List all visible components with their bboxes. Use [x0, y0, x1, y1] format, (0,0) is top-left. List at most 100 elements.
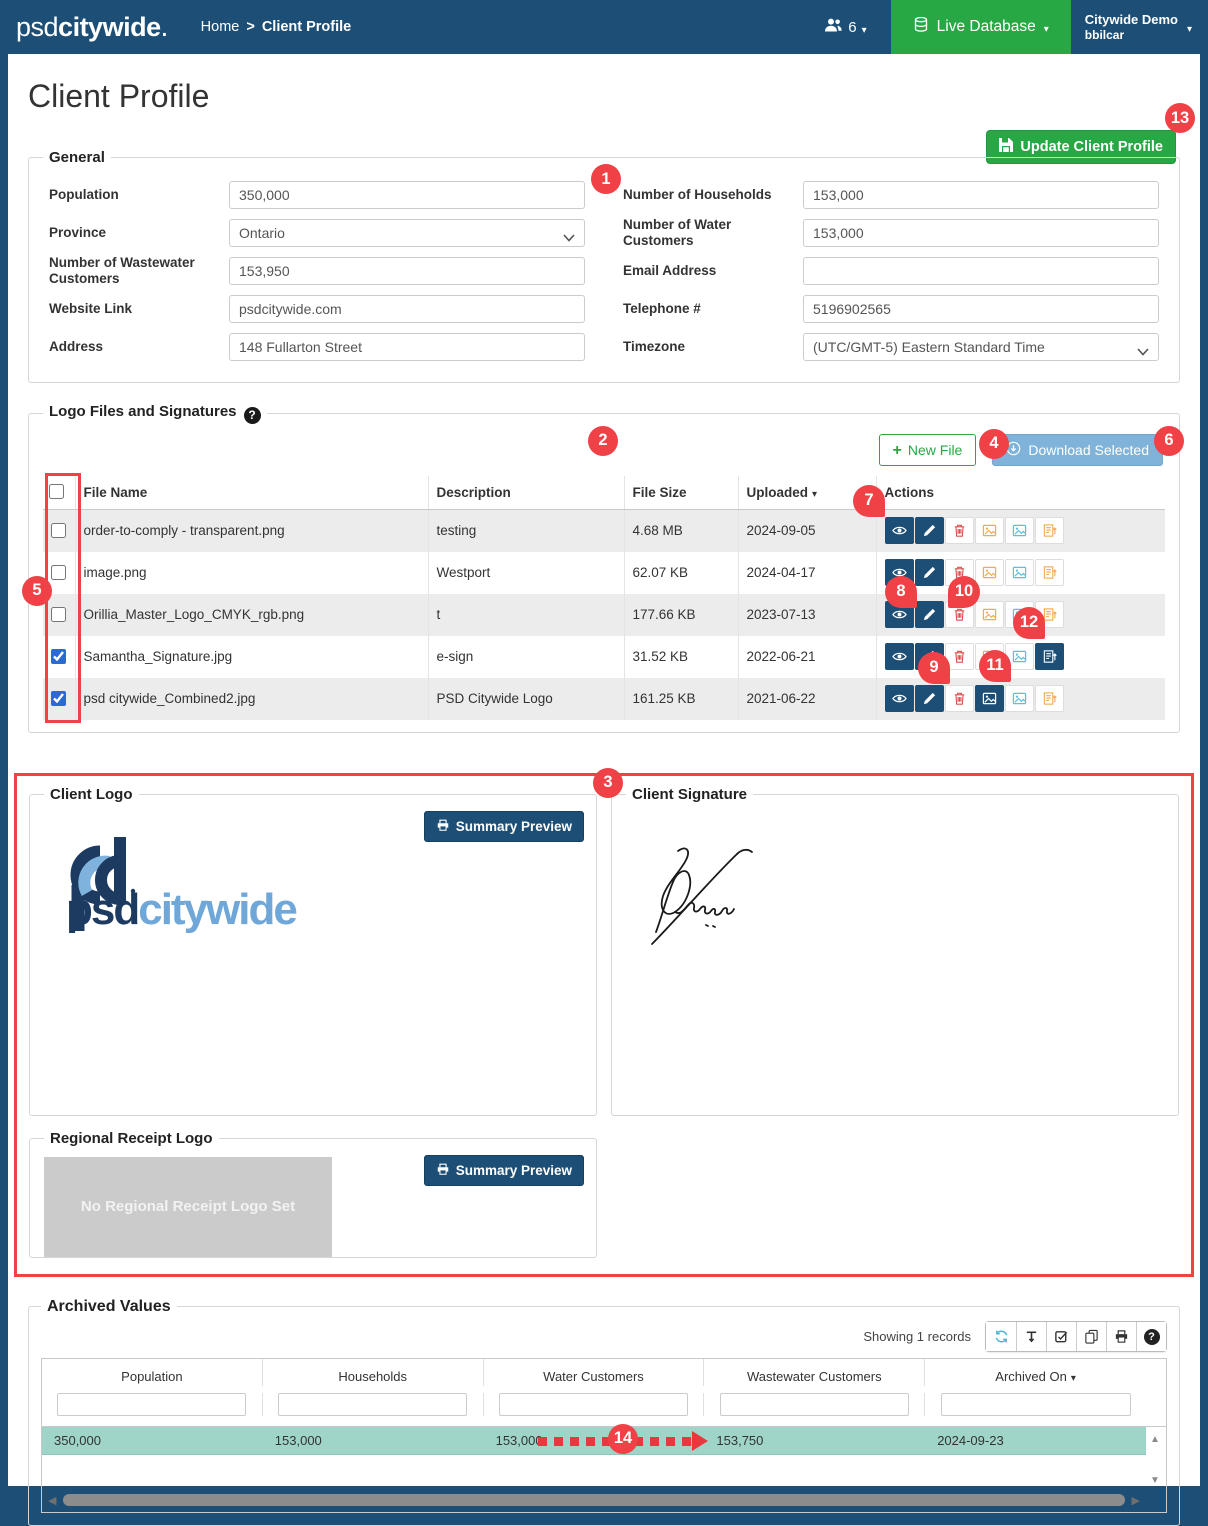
- set-client-logo-button[interactable]: [974, 685, 1004, 712]
- archived-header-water[interactable]: Water Customers: [484, 1358, 705, 1386]
- scrollbar-thumb[interactable]: [63, 1494, 1125, 1506]
- archived-header-archived-on[interactable]: Archived On: [925, 1359, 1146, 1386]
- archived-table: Population Households Water Customers Wa…: [41, 1357, 1167, 1513]
- records-count-label: Showing 1 records: [863, 1329, 971, 1344]
- row-checkbox[interactable]: [51, 606, 67, 622]
- row-checkbox[interactable]: [51, 564, 67, 580]
- edit-button[interactable]: [914, 517, 944, 545]
- description-cell: testing: [428, 509, 625, 552]
- file-name-cell: image.png: [75, 551, 429, 594]
- wastewater-customers-input[interactable]: [229, 257, 585, 285]
- edit-button[interactable]: [914, 559, 944, 586]
- description-cell: PSD Citywide Logo: [428, 677, 625, 720]
- set-client-signature-button[interactable]: [1034, 559, 1064, 586]
- archived-data-row[interactable]: 350,000 153,000 153,000 153,750 2024-09-…: [42, 1423, 1146, 1455]
- select-all-checkbox[interactable]: [49, 484, 64, 500]
- email-input[interactable]: [803, 257, 1159, 285]
- wastewater-customers-label: Number of Wastewater Customers: [49, 255, 195, 286]
- grid-help-button[interactable]: [1136, 1322, 1166, 1351]
- water-customers-filter-input[interactable]: [498, 1392, 688, 1416]
- row-checkbox[interactable]: [51, 522, 67, 538]
- horizontal-scrollbar[interactable]: [48, 1494, 1140, 1507]
- set-client-logo-button[interactable]: [974, 601, 1004, 628]
- view-button[interactable]: [884, 643, 914, 670]
- caret-down-icon: [1187, 18, 1192, 36]
- uploaded-header-label: Uploaded: [746, 484, 809, 500]
- set-client-signature-button[interactable]: [1034, 643, 1064, 670]
- address-input[interactable]: [229, 333, 585, 361]
- breadcrumb-home-link[interactable]: Home: [200, 19, 240, 35]
- print-button[interactable]: [1106, 1322, 1136, 1351]
- set-regional-receipt-logo-button[interactable]: [1004, 685, 1034, 712]
- users-icon: [824, 17, 843, 37]
- households-input[interactable]: [803, 181, 1159, 209]
- new-file-button[interactable]: New File: [878, 433, 977, 466]
- set-client-logo-button[interactable]: [974, 559, 1004, 586]
- set-regional-receipt-logo-button[interactable]: [1004, 517, 1034, 545]
- client-signature-image: [651, 847, 753, 945]
- households-label: Number of Households: [623, 187, 772, 203]
- download-selected-button[interactable]: Download Selected: [992, 433, 1163, 466]
- live-database-button[interactable]: Live Database: [890, 0, 1071, 54]
- client-logo-panel: Client Logo Summary Preview: [29, 785, 597, 1116]
- archived-on-filter-input[interactable]: [940, 1392, 1131, 1416]
- file-row: Orillia_Master_Logo_CMYK_rgb.png t 177.6…: [43, 593, 1165, 636]
- callout-4: 4: [979, 428, 1009, 459]
- scroll-right-icon[interactable]: [1132, 1491, 1140, 1509]
- archived-header-population[interactable]: Population: [42, 1358, 263, 1386]
- account-menu[interactable]: Citywide Demo bbilcar: [1071, 0, 1208, 54]
- scroll-down-icon[interactable]: [1150, 1470, 1160, 1488]
- timezone-select[interactable]: [803, 333, 1159, 361]
- water-customers-input[interactable]: [803, 219, 1159, 247]
- edit-button[interactable]: [914, 685, 944, 712]
- callout-9: 9: [918, 651, 950, 684]
- copy-button[interactable]: [1076, 1322, 1106, 1351]
- set-regional-receipt-logo-button[interactable]: [1004, 559, 1034, 586]
- user-count-menu[interactable]: 6: [824, 0, 866, 54]
- help-icon[interactable]: [243, 406, 261, 424]
- column-select-button[interactable]: [1046, 1322, 1076, 1351]
- filter-button[interactable]: [1016, 1322, 1046, 1351]
- set-client-signature-button[interactable]: [1034, 517, 1064, 545]
- brand-logo[interactable]: psd citywide.: [16, 12, 167, 43]
- households-filter-input[interactable]: [278, 1392, 468, 1416]
- archived-header-households[interactable]: Households: [263, 1358, 484, 1386]
- scroll-up-icon[interactable]: [1150, 1429, 1160, 1447]
- archived-header-wastewater[interactable]: Wastewater Customers: [704, 1358, 926, 1386]
- province-select[interactable]: [229, 219, 585, 247]
- delete-button[interactable]: [944, 685, 974, 712]
- summary-preview-button[interactable]: Summary Preview: [423, 810, 584, 842]
- update-client-profile-label: Update Client Profile: [1020, 139, 1163, 155]
- timezone-field: Timezone: [623, 333, 1159, 361]
- edit-button[interactable]: [914, 601, 944, 628]
- set-client-logo-button[interactable]: [974, 517, 1004, 545]
- water-customers-value: 153,000: [495, 1432, 543, 1448]
- scroll-left-icon[interactable]: [48, 1491, 56, 1509]
- website-input[interactable]: [229, 295, 585, 323]
- website-field: Website Link: [49, 295, 585, 323]
- view-button[interactable]: [884, 517, 914, 545]
- row-checkbox[interactable]: [51, 690, 67, 706]
- summary-preview-button[interactable]: Summary Preview: [423, 1154, 584, 1186]
- delete-button[interactable]: [944, 517, 974, 545]
- wastewater-customers-filter-input[interactable]: [719, 1392, 909, 1416]
- row-checkbox[interactable]: [51, 648, 67, 664]
- vertical-scrollbar[interactable]: [1148, 1429, 1162, 1488]
- files-actions-bar: New File Download Selected: [43, 433, 1163, 466]
- update-client-profile-button[interactable]: Update Client Profile: [986, 130, 1176, 164]
- population-input[interactable]: [229, 181, 585, 209]
- brand-citywide: citywide: [58, 11, 161, 42]
- telephone-input[interactable]: [803, 295, 1159, 323]
- file-row: psd citywide_Combined2.jpg PSD Citywide …: [43, 677, 1165, 720]
- set-client-signature-button[interactable]: [1034, 685, 1064, 712]
- file-size-cell: 31.52 KB: [624, 635, 739, 678]
- uploaded-cell: 2024-09-05: [738, 509, 877, 552]
- view-button[interactable]: [884, 685, 914, 712]
- telephone-field: Telephone #: [623, 295, 1159, 323]
- uploaded-cell: 2021-06-22: [738, 677, 877, 720]
- households-value: 153,000: [274, 1432, 322, 1448]
- file-name-cell: psd citywide_Combined2.jpg: [75, 677, 429, 720]
- population-filter-input[interactable]: [57, 1392, 247, 1416]
- refresh-button[interactable]: [986, 1322, 1016, 1351]
